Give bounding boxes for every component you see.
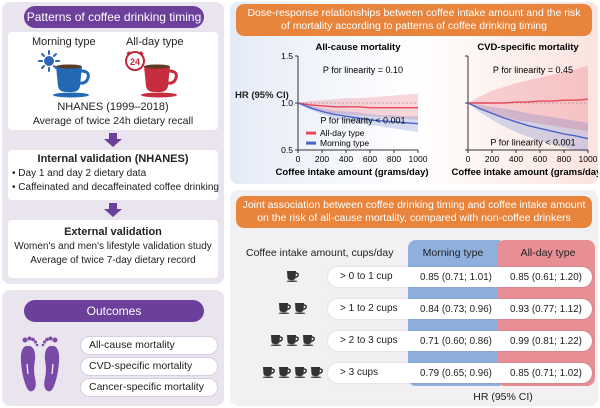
x-tick-label: 1000: [409, 154, 428, 164]
nhanes-title: NHANES (1999–2018): [57, 101, 169, 113]
joint-row-pill: [328, 331, 592, 351]
internal-item-1: • Day 1 and day 2 dietary data: [12, 168, 147, 179]
blue-coffee-cup-icon: [53, 64, 90, 98]
col-intake-header: Coffee intake amount, cups/day: [246, 247, 394, 259]
external-validation-title: External validation: [64, 226, 162, 238]
y-tick-label: 1.5: [281, 51, 293, 61]
footprints-icon: [20, 336, 60, 392]
external-sub-2: Average of twice 7-day dietary record: [30, 255, 196, 266]
row-allday-hr: 0.99 (0.81; 1.22): [510, 336, 582, 347]
outcome-all-cause: All-cause mortality: [80, 336, 218, 355]
down-arrow-icon: [104, 133, 122, 147]
joint-header: Joint association between coffee drinkin…: [236, 196, 592, 228]
chart-title: All-cause mortality: [316, 42, 402, 53]
x-tick-label: 200: [315, 154, 329, 164]
col-morning-header: Morning type: [422, 247, 484, 259]
x-tick-label: 200: [485, 154, 499, 164]
row-intake-label: > 0 to 1 cup: [340, 271, 393, 282]
ci-band: [468, 65, 588, 132]
outcome-cvd: CVD-specific mortality: [80, 357, 218, 376]
row-allday-hr: 0.85 (0.61; 1.20): [510, 272, 582, 283]
nhanes-subtitle: Average of twice 24h dietary recall: [32, 115, 194, 127]
legend-label: Morning type: [320, 138, 369, 148]
x-tick-label: 600: [363, 154, 377, 164]
x-tick-label: 1000: [579, 154, 598, 164]
x-axis-label: Coffee intake amount (grams/day): [275, 167, 428, 178]
row-allday-hr: 0.85 (0.71; 1.02): [510, 368, 582, 379]
p-linearity-bottom: P for linearity < 0.001: [320, 116, 405, 126]
x-tick-label: 800: [387, 154, 401, 164]
clock-24-text: 24: [130, 57, 140, 67]
series-line: [467, 102, 589, 140]
p-linearity-top: P for linearity = 0.10: [323, 65, 403, 75]
dose-response-charts: All-cause mortality 0.5 1.0 1.5 0 200 400 600 80…: [275, 42, 598, 178]
row-morning-hr: 0.79 (0.65; 0.96): [420, 368, 492, 379]
joint-row-pill: [328, 363, 592, 383]
row-morning-hr: 0.84 (0.73; 0.96): [420, 304, 492, 315]
row-intake-label: > 2 to 3 cups: [340, 335, 398, 346]
series-line: [297, 102, 418, 109]
chart-title: CVD-specific mortality: [477, 42, 579, 53]
x-tick-label: 0: [466, 154, 471, 164]
sun-icon: [38, 50, 60, 72]
internal-validation-box: [8, 150, 218, 200]
joint-footer: HR (95% CI): [473, 391, 533, 403]
y-tick-label: 1.0: [281, 98, 293, 108]
row-intake-label: > 3 cups: [340, 367, 379, 378]
internal-validation-title: Internal validation (NHANES): [37, 153, 189, 165]
morning-type-label: Morning type: [32, 36, 96, 48]
x-tick-label: 400: [339, 154, 353, 164]
cups-icon: [278, 301, 308, 314]
timing-header: Patterns of coffee drinking timing: [24, 6, 204, 28]
col-allday-header: All-day type: [520, 247, 576, 259]
x-tick-label: 800: [557, 154, 571, 164]
internal-item-2: • Caffeinated and decaffeinated coffee d…: [12, 182, 219, 193]
row-morning-hr: 0.85 (0.71; 1.01): [420, 272, 492, 283]
row-morning-hr: 0.71 (0.60; 0.86): [420, 336, 492, 347]
series-line: [468, 98, 589, 104]
dose-ylabel: HR (95% CI): [235, 90, 289, 101]
external-sub-1: Women's and men's lifestyle validation s…: [14, 241, 212, 252]
outcomes-header: Outcomes: [24, 300, 204, 322]
joint-row-pill: [328, 267, 592, 287]
nhanes-box: [8, 32, 218, 130]
cups-icon: [270, 333, 316, 346]
allday-type-label: All-day type: [126, 36, 184, 48]
clock-24-icon: 24: [125, 51, 145, 71]
down-arrow-icon: [104, 203, 122, 217]
cups-icon: [286, 269, 300, 282]
y-tick-label: 0.5: [281, 145, 293, 155]
p-linearity-bottom: P for linearity < 0.001: [490, 137, 575, 147]
series-line: [297, 102, 419, 125]
red-coffee-cup-icon: [141, 64, 178, 98]
outcome-cancer: Cancer-specific mortality: [80, 378, 218, 397]
dose-response-header: Dose-response relationships between coff…: [236, 4, 592, 36]
row-allday-hr: 0.93 (0.77; 1.12): [510, 304, 582, 315]
x-axis-label: Coffee intake amount (grams/day): [451, 167, 598, 178]
joint-row-pill: [328, 299, 592, 319]
cups-icon: [262, 365, 324, 378]
p-linearity-top: P for linearity = 0.45: [493, 65, 573, 75]
x-tick-label: 600: [533, 154, 547, 164]
legend-label: All-day type: [320, 128, 365, 138]
x-tick-label: 0: [296, 154, 301, 164]
external-validation-box: [8, 220, 218, 278]
x-tick-label: 400: [509, 154, 523, 164]
row-intake-label: > 1 to 2 cups: [340, 303, 398, 314]
